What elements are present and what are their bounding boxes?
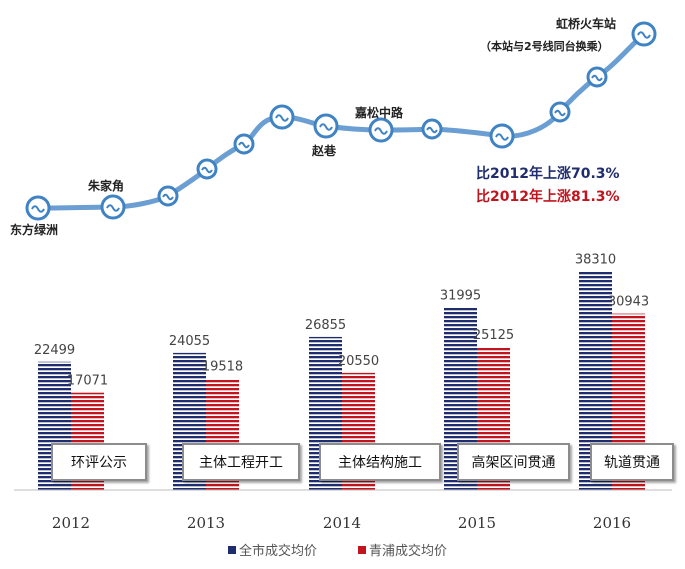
station-marker-7 (368, 117, 394, 143)
station-marker-12 (631, 21, 657, 47)
station-glyph-10 (554, 109, 566, 117)
milestone-box-2014: 主体结构施工 (319, 443, 441, 481)
station-marker-8 (421, 118, 443, 140)
legend-swatch-citywide (228, 545, 236, 554)
station-marker-3 (196, 158, 218, 180)
legend-label-qingpu: 青浦成交均价 (369, 544, 448, 559)
rise-note-qingpu: 比2012年上涨81.3% (476, 189, 620, 205)
station-marker-4 (233, 133, 255, 155)
station-label-end: 虹桥火车站 (556, 17, 617, 31)
station-glyph-3 (201, 166, 213, 174)
station-marker-1 (100, 194, 126, 220)
x-tick-label-2014: 2014 (323, 514, 361, 532)
station-note-end: （本站与2号线同台换乘） (480, 40, 609, 53)
station-marker-0 (25, 195, 51, 221)
station-marker-10 (549, 101, 571, 123)
station-label-zhujiajiao: 朱家角 (88, 179, 125, 193)
station-glyph-5 (275, 114, 289, 122)
rise-note-citywide: 比2012年上涨70.3% (476, 166, 620, 182)
legend-swatch-qingpu (358, 545, 366, 554)
station-label-jiasong: 嘉松中路 (355, 106, 404, 120)
x-tick-label-2015: 2015 (458, 514, 496, 532)
data-label-2015-s1: 25125 (473, 328, 514, 343)
x-tick-label-2012: 2012 (52, 514, 90, 532)
x-tick-label-2016: 2016 (593, 514, 631, 532)
data-label-2013-s1: 19518 (202, 360, 243, 375)
legend-label-citywide: 全市成交均价 (239, 544, 318, 559)
station-marker-2 (157, 185, 179, 207)
legend-item-qingpu: 青浦成交均价 (358, 540, 447, 559)
milestone-box-2013: 主体工程开工 (182, 443, 300, 481)
station-marker-5 (269, 104, 295, 130)
data-label-2013-s0: 24055 (169, 334, 210, 349)
data-label-2014-s0: 26855 (305, 318, 346, 333)
data-label-2015-s0: 31995 (440, 289, 481, 304)
data-label-2012-s1: 17071 (67, 374, 108, 389)
station-marker-6 (313, 113, 339, 139)
station-marker-9 (489, 123, 515, 149)
station-glyph-11 (591, 74, 603, 82)
x-tick-label-2013: 2013 (187, 514, 225, 532)
station-label-start: 东方绿洲 (10, 223, 59, 237)
milestone-box-2016: 轨道贯通 (590, 443, 674, 481)
station-glyph-9 (495, 133, 509, 141)
station-label-zhaoxiang: 赵巷 (312, 144, 337, 158)
data-label-2016-s0: 38310 (575, 253, 616, 268)
station-glyph-12 (637, 31, 651, 39)
legend-item-citywide: 全市成交均价 (228, 540, 317, 559)
milestone-box-2015: 高架区间贯通 (457, 443, 570, 481)
station-marker-11 (586, 66, 608, 88)
station-glyph-2 (162, 193, 174, 201)
data-label-2016-s1: 30943 (608, 295, 649, 310)
station-glyph-4 (238, 141, 250, 149)
milestone-box-2012: 环评公示 (51, 443, 147, 481)
station-glyph-1 (106, 204, 120, 212)
station-glyph-6 (319, 123, 333, 131)
station-glyph-0 (31, 205, 45, 213)
station-glyph-8 (426, 126, 438, 134)
station-glyph-7 (374, 127, 388, 135)
data-label-2012-s0: 22499 (34, 343, 75, 358)
data-label-2014-s1: 20550 (338, 354, 379, 369)
